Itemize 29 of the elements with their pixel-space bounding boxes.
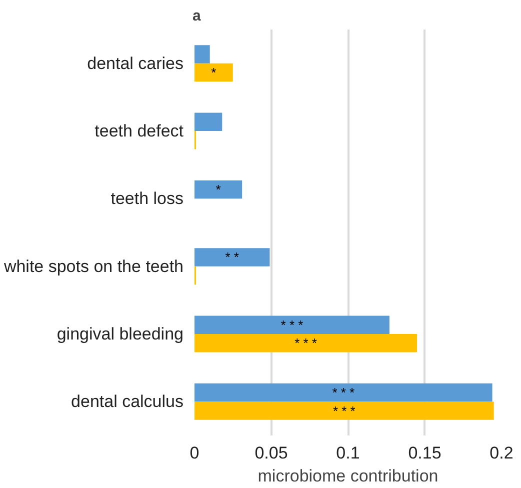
text: a xyxy=(192,8,202,24)
data-label: * * xyxy=(225,250,239,265)
y-tick-label: teeth defect xyxy=(94,122,184,140)
data-label: * * * xyxy=(332,385,355,400)
bar xyxy=(194,45,210,64)
data-label: * * * xyxy=(332,403,356,418)
bar xyxy=(194,112,222,131)
y-tick-label: white spots on the teeth xyxy=(2,256,184,276)
bar xyxy=(194,383,492,402)
x-tick-label: 0.1 xyxy=(336,444,360,462)
data-label: * xyxy=(211,64,216,80)
x-tick-label: 0.05 xyxy=(254,444,288,462)
bar xyxy=(194,63,233,82)
x-axis-title: microbiome contribution xyxy=(258,466,438,486)
bar xyxy=(194,316,390,334)
bar xyxy=(194,180,242,199)
bar xyxy=(194,402,494,420)
x-tick-label: 0.2 xyxy=(490,444,514,462)
data-label: * xyxy=(216,182,221,198)
x-tick-label: 0.15 xyxy=(408,444,442,462)
data-label: * * * xyxy=(280,317,304,332)
y-tick-label: dental calculus xyxy=(71,392,184,412)
y-tick-label: dental caries xyxy=(87,54,184,73)
bar xyxy=(194,334,418,352)
y-tick-label: gingival bleeding xyxy=(56,324,184,344)
x-tick-label: 0 xyxy=(190,444,200,462)
data-label: * * * xyxy=(294,336,317,351)
bar xyxy=(194,248,270,266)
y-tick-label: teeth loss xyxy=(110,189,184,208)
